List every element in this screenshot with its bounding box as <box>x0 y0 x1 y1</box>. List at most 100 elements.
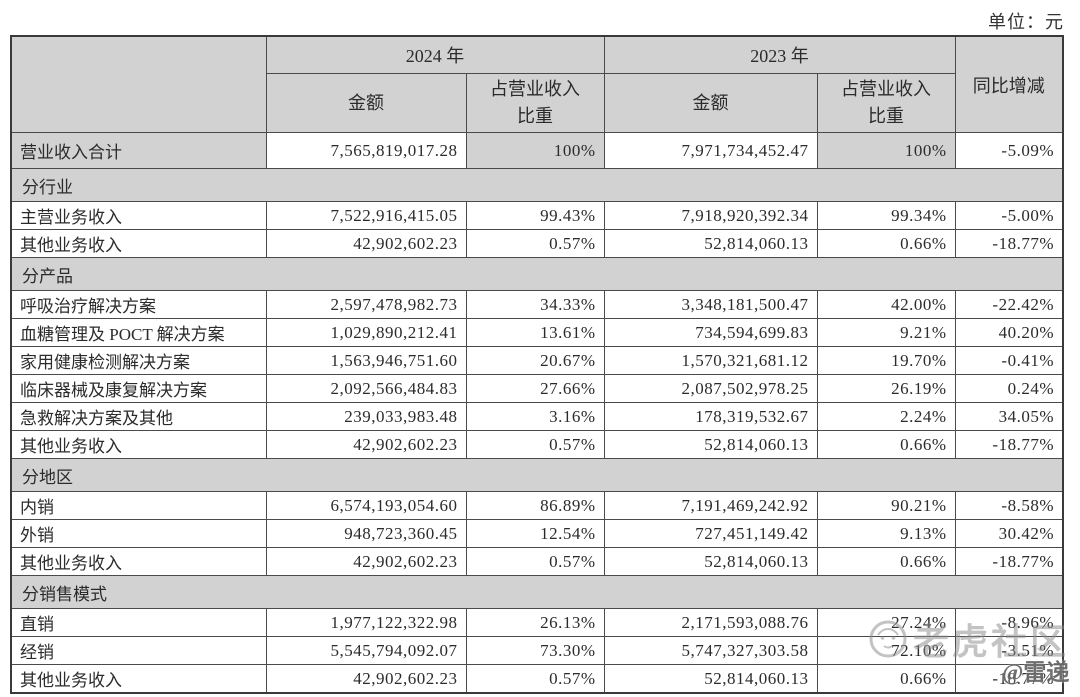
yoy-cell: -5.00% <box>954 201 1064 230</box>
amount-2024-cell: 2,597,478,982.73 <box>265 290 467 319</box>
amount-2023-cell: 727,451,149.42 <box>603 519 818 548</box>
share-2024-cell: 0.57% <box>465 664 605 694</box>
table-row: 营业收入合计 7,565,819,017.28 100% 7,971,734,452.… <box>10 132 1064 169</box>
share-2023-cell: 90.21% <box>816 491 956 520</box>
share-2023-cell: 0.66% <box>816 229 956 258</box>
yoy-cell: -18.77% <box>954 229 1064 258</box>
amount-2024-cell: 6,574,193,054.60 <box>265 491 467 520</box>
yoy-cell: 0.24% <box>954 374 1064 403</box>
amount-2024-cell: 239,033,983.48 <box>265 402 467 431</box>
table-row: 外销 948,723,360.45 12.54% 727,451,149.42 9.13… <box>10 519 1064 548</box>
share-2023-cell: 0.66% <box>816 547 956 576</box>
yoy-cell: -18.77% <box>954 664 1064 694</box>
row-label-cell: 家用健康检测解决方案 <box>10 346 267 375</box>
amount-2023-cell: 5,747,327,303.58 <box>603 636 818 665</box>
row-label-cell: 急救解决方案及其他 <box>10 402 267 431</box>
row-label-cell: 其他业务收入 <box>10 229 267 258</box>
yoy-cell: -18.77% <box>954 430 1064 459</box>
amount-2023-cell: 3,348,181,500.47 <box>603 290 818 319</box>
row-label-cell: 外销 <box>10 519 267 548</box>
amount-2024-cell: 7,565,819,017.28 <box>265 132 467 169</box>
section-label: 分地区 <box>10 458 1064 492</box>
share-2023-cell: 9.21% <box>816 318 956 347</box>
amount-2024-cell: 2,092,566,484.83 <box>265 374 467 403</box>
row-label-cell: 呼吸治疗解决方案 <box>10 290 267 319</box>
table-row: 主营业务收入 7,522,916,415.05 99.43% 7,918,920,39… <box>10 201 1064 230</box>
section-row: 分产品 <box>10 257 1064 291</box>
share-2023-cell: 100% <box>816 132 956 169</box>
table-row: 急救解决方案及其他 239,033,983.48 3.16% 178,319,532.… <box>10 402 1064 431</box>
row-label-cell: 血糖管理及 POCT 解决方案 <box>10 318 267 347</box>
share-2024-cell: 13.61% <box>465 318 605 347</box>
share-2024-cell: 26.13% <box>465 608 605 637</box>
share-2024-cell: 0.57% <box>465 229 605 258</box>
share-2024-cell: 100% <box>465 132 605 169</box>
share-2024-cell: 3.16% <box>465 402 605 431</box>
table-row: 呼吸治疗解决方案 2,597,478,982.73 34.33% 3,348,181,… <box>10 290 1064 319</box>
share-2024-cell: 0.57% <box>465 547 605 576</box>
section-label: 分产品 <box>10 257 1064 291</box>
amount-2023-cell: 734,594,699.83 <box>603 318 818 347</box>
share-2023-cell: 26.19% <box>816 374 956 403</box>
amount-2023-cell: 7,971,734,452.47 <box>603 132 818 169</box>
row-label-cell: 其他业务收入 <box>10 664 267 694</box>
unit-label: 单位：元 <box>988 12 1064 32</box>
share-2023-cell: 0.66% <box>816 430 956 459</box>
share-2023-cell: 9.13% <box>816 519 956 548</box>
table-row: 其他业务收入 42,902,602.23 0.57% 52,814,060.13 0.6… <box>10 664 1064 694</box>
share-2024-cell: 20.67% <box>465 346 605 375</box>
section-label: 分行业 <box>10 168 1064 202</box>
amount-2024-cell: 1,977,122,322.98 <box>265 608 467 637</box>
amount-2024-cell: 948,723,360.45 <box>265 519 467 548</box>
table-row: 经销 5,545,794,092.07 73.30% 5,747,327,303.58… <box>10 636 1064 665</box>
row-label-cell: 临床器械及康复解决方案 <box>10 374 267 403</box>
row-label-cell: 其他业务收入 <box>10 430 267 459</box>
corner-header-cell <box>10 35 267 133</box>
revenue-breakdown-table: 2024 年 2023 年 同比增减 金额 占营业收入 比重 金额 占营业收入 … <box>10 35 1064 694</box>
amount-2024-cell: 42,902,602.23 <box>265 430 467 459</box>
row-label-cell: 直销 <box>10 608 267 637</box>
section-row: 分行业 <box>10 168 1064 202</box>
amount-2024-cell: 42,902,602.23 <box>265 229 467 258</box>
table-row: 血糖管理及 POCT 解决方案 1,029,890,212.41 13.61% 734… <box>10 318 1064 347</box>
amount-2023-cell: 52,814,060.13 <box>603 430 818 459</box>
header-share-2023: 占营业收入 比重 <box>816 73 956 133</box>
share-2024-cell: 12.54% <box>465 519 605 548</box>
amount-2023-cell: 52,814,060.13 <box>603 229 818 258</box>
header-share-2024: 占营业收入 比重 <box>465 73 605 133</box>
amount-2023-cell: 2,171,593,088.76 <box>603 608 818 637</box>
amount-2023-cell: 2,087,502,978.25 <box>603 374 818 403</box>
yoy-cell: -0.41% <box>954 346 1064 375</box>
share-2023-cell: 72.10% <box>816 636 956 665</box>
share-2023-cell: 0.66% <box>816 664 956 694</box>
table-row: 其他业务收入 42,902,602.23 0.57% 52,814,060.13 0.6… <box>10 430 1064 459</box>
table-row: 其他业务收入 42,902,602.23 0.57% 52,814,060.13 0.6… <box>10 547 1064 576</box>
header-amount-2024: 金额 <box>265 73 467 133</box>
yoy-cell: -8.58% <box>954 491 1064 520</box>
share-2023-cell: 27.24% <box>816 608 956 637</box>
amount-2024-cell: 1,563,946,751.60 <box>265 346 467 375</box>
yoy-cell: -18.77% <box>954 547 1064 576</box>
row-label-cell: 主营业务收入 <box>10 201 267 230</box>
amount-2023-cell: 52,814,060.13 <box>603 547 818 576</box>
share-2024-cell: 0.57% <box>465 430 605 459</box>
share-2023-cell: 2.24% <box>816 402 956 431</box>
table-row: 临床器械及康复解决方案 2,092,566,484.83 27.66% 2,087,5… <box>10 374 1064 403</box>
amount-2023-cell: 7,191,469,242.92 <box>603 491 818 520</box>
yoy-cell: -3.51% <box>954 636 1064 665</box>
table-row: 其他业务收入 42,902,602.23 0.57% 52,814,060.13 0.6… <box>10 229 1064 258</box>
section-row: 分销售模式 <box>10 575 1064 609</box>
share-2023-cell: 99.34% <box>816 201 956 230</box>
header-amount-2023: 金额 <box>603 73 818 133</box>
amount-2024-cell: 42,902,602.23 <box>265 664 467 694</box>
amount-2023-cell: 1,570,321,681.12 <box>603 346 818 375</box>
amount-2024-cell: 7,522,916,415.05 <box>265 201 467 230</box>
table-row: 直销 1,977,122,322.98 26.13% 2,171,593,088.76… <box>10 608 1064 637</box>
row-label-cell: 经销 <box>10 636 267 665</box>
row-label-cell: 内销 <box>10 491 267 520</box>
yoy-cell: 34.05% <box>954 402 1064 431</box>
share-2024-cell: 99.43% <box>465 201 605 230</box>
table-body: 营业收入合计 7,565,819,017.28 100% 7,971,734,452.… <box>10 132 1064 694</box>
table-row: 内销 6,574,193,054.60 86.89% 7,191,469,242.92… <box>10 491 1064 520</box>
share-2024-cell: 86.89% <box>465 491 605 520</box>
